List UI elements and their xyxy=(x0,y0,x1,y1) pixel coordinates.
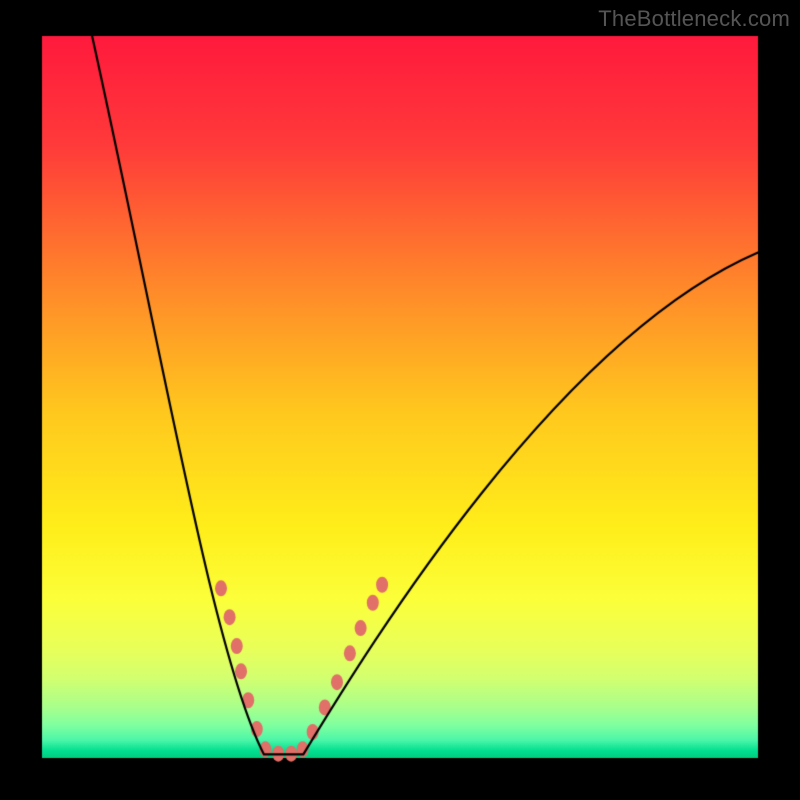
bottleneck-chart xyxy=(0,0,800,800)
chart-container: TheBottleneck.com xyxy=(0,0,800,800)
watermark-label: TheBottleneck.com xyxy=(598,6,790,32)
